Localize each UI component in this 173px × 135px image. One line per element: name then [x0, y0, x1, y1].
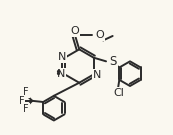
Text: S: S [109, 55, 117, 68]
Text: N: N [57, 69, 65, 79]
Text: F: F [19, 96, 25, 106]
Text: O: O [71, 26, 79, 36]
Text: N: N [57, 52, 66, 62]
Text: F: F [23, 87, 29, 97]
Text: N: N [93, 70, 101, 80]
Text: O: O [95, 30, 104, 40]
Text: Cl: Cl [113, 88, 124, 98]
Text: F: F [23, 104, 29, 114]
